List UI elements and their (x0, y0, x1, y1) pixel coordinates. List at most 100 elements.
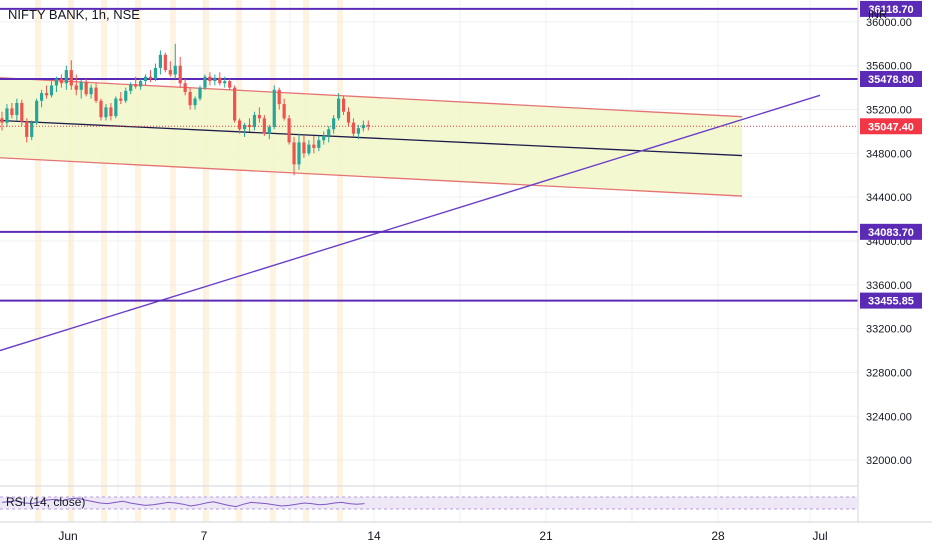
rising-trendline (0, 94, 821, 352)
price-label-text: 36118.70 (868, 4, 913, 16)
candle-body (64, 70, 68, 84)
rsi-label: RSI (14, close) (6, 495, 86, 509)
candle-body (198, 87, 202, 99)
session-highlight (236, 0, 242, 522)
candle-body (119, 98, 123, 101)
candle-body (89, 87, 93, 95)
candle-body (242, 124, 247, 130)
session-highlight (135, 0, 141, 522)
candle-body (292, 142, 296, 165)
price-tick-label: 33200.00 (866, 324, 912, 336)
candle-body (312, 144, 316, 148)
time-tick-label: 21 (539, 529, 553, 543)
session-highlight (35, 0, 41, 522)
chart-title: NIFTY BANK, 1h, NSE (8, 7, 140, 22)
price-tick-label: 34400.00 (866, 192, 912, 204)
session-highlight (170, 0, 176, 522)
candle-body (148, 76, 153, 79)
candle-body (158, 54, 162, 68)
candle-body (163, 54, 167, 71)
candle-body (54, 78, 59, 86)
currency-label: INR (868, 9, 887, 21)
candle-body (25, 121, 29, 137)
rsi-band (0, 497, 858, 509)
candle-body (337, 98, 341, 119)
candle-body (104, 107, 108, 118)
candle-body (35, 100, 39, 123)
price-tick-label: 36000.00 (866, 17, 912, 29)
price-tick-label: 35600.00 (866, 61, 912, 73)
candle-body (252, 115, 257, 128)
candle-body (109, 107, 113, 117)
price-tick-label: 32000.00 (866, 455, 912, 467)
candle-body (193, 98, 197, 106)
channel-upper-line (0, 77, 743, 118)
candle-body (74, 85, 78, 90)
candle-body (188, 92, 192, 106)
candle-body (356, 128, 360, 134)
time-tick-label: Jul (812, 529, 827, 543)
session-highlight (270, 0, 276, 522)
session-highlight (303, 0, 309, 522)
price-label-text: 35047.40 (868, 121, 914, 133)
candle-body (168, 70, 172, 75)
price-label-box (860, 0, 922, 17)
candle-body (84, 82, 88, 95)
candle-body (134, 84, 138, 87)
candle-body (257, 115, 261, 119)
candle-body (79, 82, 83, 90)
session-highlight (337, 0, 343, 522)
candle-body (218, 77, 222, 84)
price-tick-label: 32400.00 (866, 411, 912, 423)
candle-body (287, 118, 291, 143)
candle-body (203, 76, 207, 88)
candle-body (213, 77, 217, 82)
candle-body (272, 89, 276, 128)
candle-body (94, 87, 98, 101)
candle-body (183, 83, 187, 93)
price-tick-label: 33600.00 (866, 280, 912, 292)
candle-body (49, 85, 54, 96)
candle-body (5, 108, 9, 123)
candle-body (366, 124, 370, 127)
session-highlight (68, 0, 74, 522)
candle-body (228, 81, 232, 88)
candle-body (208, 76, 212, 82)
candle-body (322, 135, 326, 141)
session-highlight (203, 0, 209, 522)
candle-body (332, 118, 336, 130)
price-label-text: 35478.80 (868, 74, 914, 86)
candle-body (341, 98, 346, 112)
candle-body (173, 65, 177, 75)
candle-body (178, 65, 182, 84)
price-label-box (860, 118, 922, 135)
candle-body (40, 93, 44, 101)
candle-body (302, 142, 306, 154)
candle-body (10, 108, 14, 116)
price-label-text: 34083.70 (868, 227, 914, 239)
candle-body (129, 84, 133, 91)
candle-body (139, 81, 143, 87)
candle-body (15, 102, 19, 116)
candle-body (317, 140, 321, 148)
candle-body (143, 76, 148, 82)
price-tick-label: 32800.00 (866, 367, 912, 379)
price-label-box (860, 223, 922, 240)
time-tick-label: 7 (201, 529, 208, 543)
price-label-box (860, 71, 922, 88)
candle-body (282, 104, 286, 119)
candle-body (307, 144, 311, 154)
candle-body (233, 87, 237, 121)
candle-body (30, 122, 34, 137)
channel-fill (0, 77, 742, 197)
candle-body (153, 67, 158, 79)
candle-body (267, 127, 271, 134)
price-tick-label: 35200.00 (866, 105, 912, 117)
price-tick-label: 34800.00 (866, 148, 912, 160)
candle-body (59, 78, 63, 84)
candle-body (69, 70, 73, 86)
candle-body (0, 118, 4, 123)
candle-body (223, 81, 227, 84)
